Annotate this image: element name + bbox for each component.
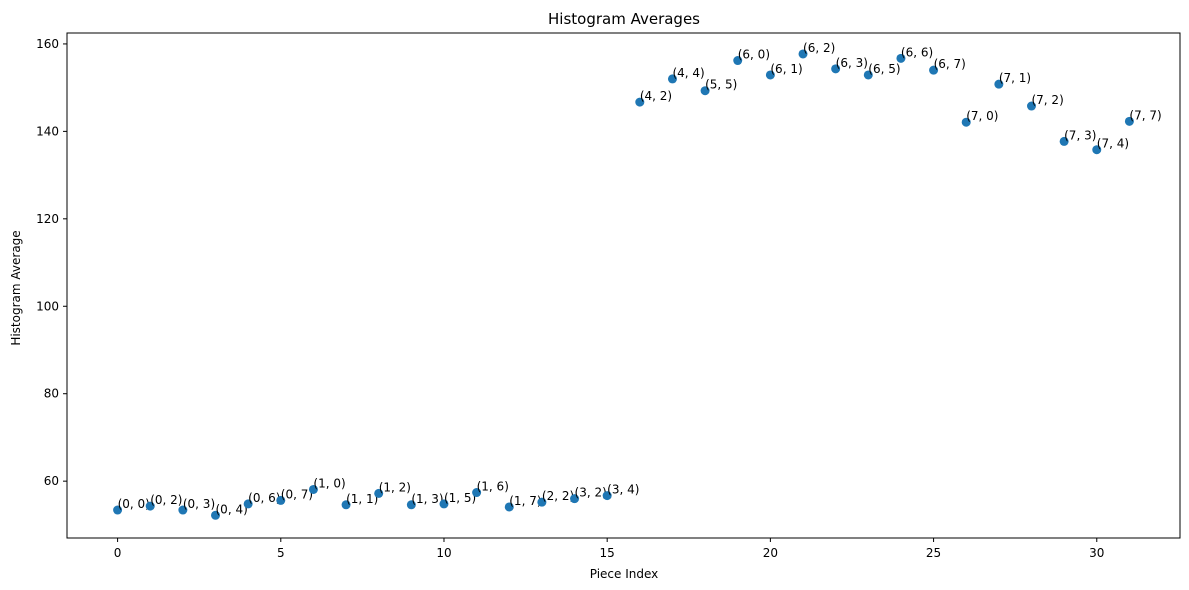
point-label: (1, 6) xyxy=(477,480,509,494)
plot-frame xyxy=(66,32,1181,539)
x-tick-label: 0 xyxy=(114,546,122,560)
data-point xyxy=(863,70,873,80)
data-point xyxy=(276,495,286,505)
point-label: (6, 0) xyxy=(738,48,770,62)
plot-area: 0 5 10 15 20 25 30 60 80 100 120 140 160 (0, 0) (0, 2)… xyxy=(36,37,1162,560)
data-point xyxy=(635,97,645,107)
x-tick-label: 15 xyxy=(600,546,615,560)
point-label: (0, 6) xyxy=(248,491,280,505)
data-point xyxy=(341,500,351,510)
data-point xyxy=(211,510,221,520)
data-point xyxy=(1092,145,1102,155)
y-tick-label: 160 xyxy=(36,37,59,51)
point-label: (7, 3) xyxy=(1064,128,1096,142)
data-point xyxy=(1026,101,1036,111)
point-label: (1, 1) xyxy=(346,492,378,506)
y-tick-label: 60 xyxy=(44,474,59,488)
data-point xyxy=(733,56,743,66)
data-point xyxy=(537,497,547,507)
point-label: (0, 2) xyxy=(150,493,182,507)
data-point xyxy=(308,484,318,494)
x-tick-label: 30 xyxy=(1089,546,1104,560)
point-label: (7, 0) xyxy=(966,109,998,123)
data-point xyxy=(374,488,384,498)
point-label: (6, 2) xyxy=(803,41,835,55)
data-point xyxy=(700,86,710,96)
data-point xyxy=(472,488,482,498)
x-tick-label: 10 xyxy=(436,546,451,560)
point-label: (3, 2) xyxy=(575,486,607,500)
y-tick-label: 80 xyxy=(44,387,59,401)
data-point xyxy=(504,502,514,512)
data-point xyxy=(113,505,123,515)
point-label: (7, 2) xyxy=(1031,93,1063,107)
x-tick-label: 5 xyxy=(277,546,285,560)
data-point xyxy=(798,49,808,59)
point-label: (7, 7) xyxy=(1129,108,1161,122)
point-label: (6, 5) xyxy=(868,62,900,76)
x-tick-label: 25 xyxy=(926,546,941,560)
point-label: (6, 7) xyxy=(934,57,966,71)
y-tick-label: 140 xyxy=(36,124,59,138)
point-label: (1, 3) xyxy=(411,492,443,506)
point-label: (2, 2) xyxy=(542,489,574,503)
data-point xyxy=(1059,136,1069,146)
data-point xyxy=(406,500,416,510)
point-label: (6, 3) xyxy=(836,56,868,70)
point-label: (5, 5) xyxy=(705,78,737,92)
point-label: (1, 5) xyxy=(444,491,476,505)
point-label: (3, 4) xyxy=(607,483,639,497)
data-point xyxy=(178,505,188,515)
data-point xyxy=(667,74,677,84)
point-label: (0, 3) xyxy=(183,497,215,511)
x-tick-label: 20 xyxy=(763,546,778,560)
data-point xyxy=(831,64,841,74)
data-point xyxy=(765,70,775,80)
data-point xyxy=(929,65,939,75)
point-label: (7, 1) xyxy=(999,71,1031,85)
data-point xyxy=(439,499,449,509)
chart-title: Histogram Averages xyxy=(548,10,700,28)
point-label: (6, 6) xyxy=(901,45,933,59)
data-point xyxy=(145,501,155,511)
data-point xyxy=(243,499,253,509)
point-label: (1, 2) xyxy=(379,480,411,494)
point-label: (4, 4) xyxy=(672,66,704,80)
x-axis-label: Piece Index xyxy=(590,567,659,581)
point-label: (0, 7) xyxy=(281,487,313,501)
y-axis-label: Histogram Average xyxy=(9,230,23,345)
point-label: (0, 0) xyxy=(118,497,150,511)
data-point xyxy=(570,494,580,504)
y-tick-label: 120 xyxy=(36,212,59,226)
data-point xyxy=(602,491,612,501)
data-point xyxy=(1124,116,1134,126)
point-label: (1, 7) xyxy=(509,494,541,508)
data-point xyxy=(961,117,971,127)
data-point xyxy=(994,79,1004,89)
point-label: (1, 0) xyxy=(313,476,345,490)
data-point xyxy=(896,53,906,63)
point-label: (4, 2) xyxy=(640,89,672,103)
point-label: (7, 4) xyxy=(1097,137,1129,151)
y-tick-label: 100 xyxy=(36,299,59,313)
point-label: (0, 4) xyxy=(216,502,248,516)
point-label: (6, 1) xyxy=(770,62,802,76)
